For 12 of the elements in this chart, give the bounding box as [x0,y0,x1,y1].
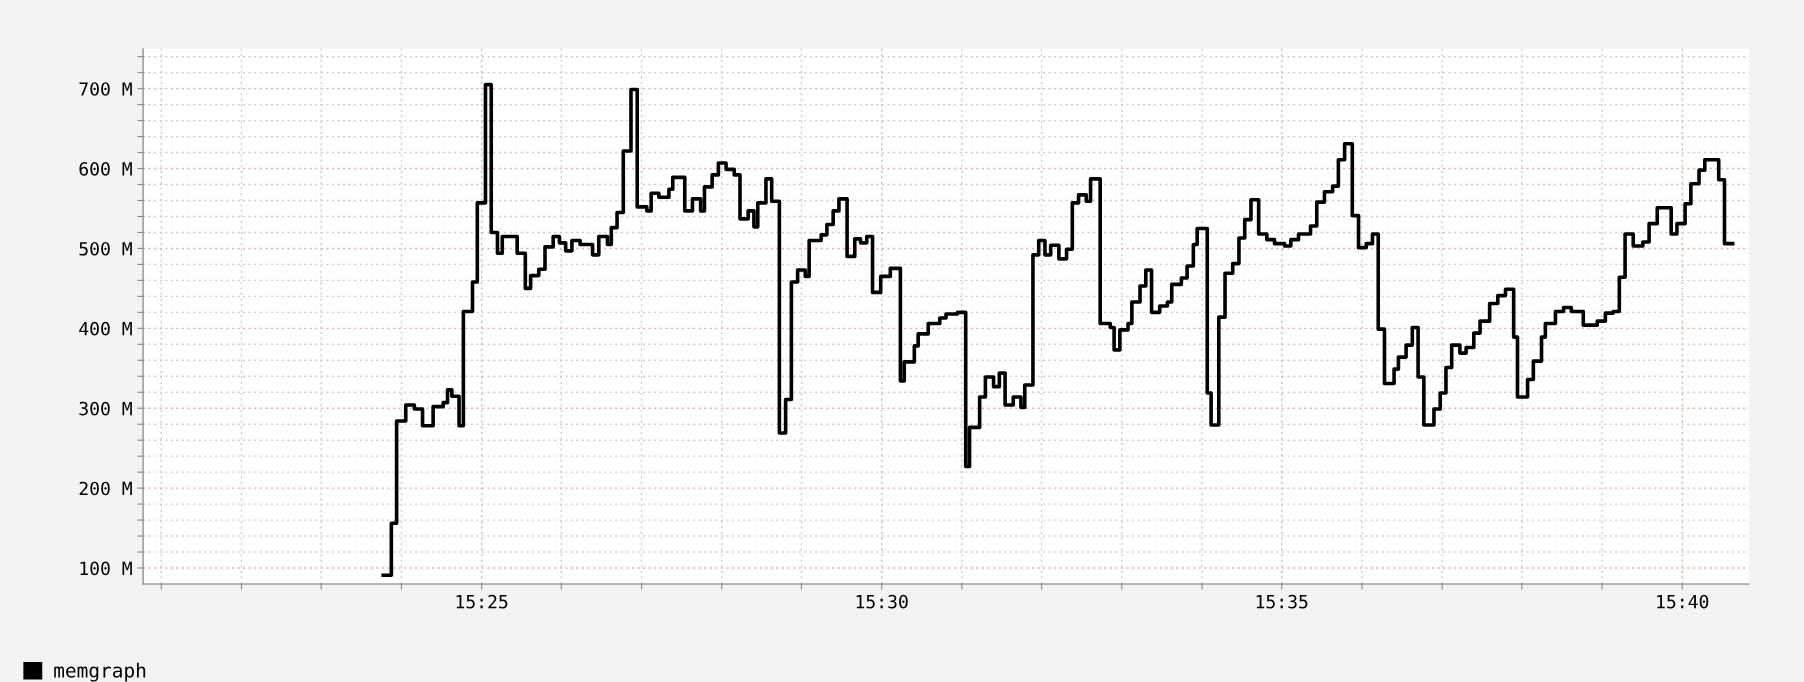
y-tick-label: 500 M [79,241,132,256]
x-tick-label: 15:30 [856,594,908,609]
x-tick-label: 15:40 [1657,594,1709,609]
y-tick-label: 700 M [79,82,132,96]
legend-label: memgraph [54,662,146,682]
y-tick-label: 600 M [79,162,132,176]
x-tick-label: 15:35 [1256,594,1308,609]
x-tick-label: 15:25 [456,594,508,609]
y-tick-label: 100 M [80,561,132,576]
y-tick-label: 300 M [79,401,132,416]
y-tick-label: 200 M [79,481,132,496]
y-tick-label: 400 M [79,321,132,336]
